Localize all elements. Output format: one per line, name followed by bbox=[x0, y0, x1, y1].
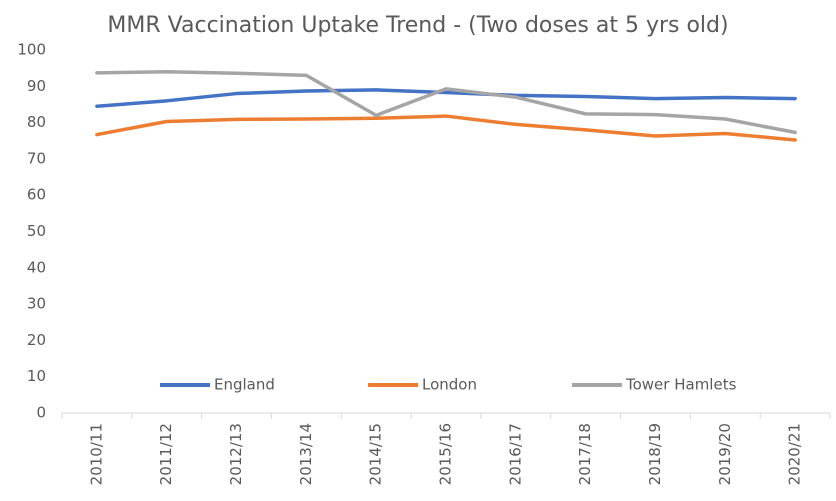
chart-title: MMR Vaccination Uptake Trend - (Two dose… bbox=[107, 13, 728, 38]
line-series bbox=[95, 114, 797, 142]
x-tick-label: 2010/11 bbox=[87, 423, 105, 485]
y-tick-label: 90 bbox=[27, 77, 46, 95]
x-tick-label: 2014/15 bbox=[367, 423, 385, 485]
legend-label: England bbox=[214, 376, 275, 394]
y-tick-label: 20 bbox=[27, 331, 46, 349]
y-tick-label: 100 bbox=[17, 41, 46, 59]
x-tick-label: 2017/18 bbox=[576, 423, 594, 485]
x-tick-label: 2016/17 bbox=[506, 423, 524, 485]
y-tick-label: 10 bbox=[27, 367, 46, 385]
y-tick-label: 50 bbox=[27, 222, 46, 240]
y-tick-label: 30 bbox=[27, 295, 46, 313]
x-tick-label: 2013/14 bbox=[297, 423, 315, 485]
x-tick-label: 2018/19 bbox=[646, 423, 664, 485]
x-tick-label: 2011/12 bbox=[157, 423, 175, 485]
y-tick-label: 80 bbox=[27, 113, 46, 131]
x-tick-label: 2015/16 bbox=[437, 423, 455, 485]
x-tick-label: 2019/20 bbox=[716, 423, 734, 485]
y-tick-label: 60 bbox=[27, 186, 46, 204]
x-tick-label: 2020/21 bbox=[786, 423, 804, 485]
y-tick-label: 70 bbox=[27, 149, 46, 167]
line-series bbox=[95, 88, 797, 109]
line-series bbox=[95, 70, 797, 135]
y-tick-label: 40 bbox=[27, 258, 46, 276]
legend-label: London bbox=[422, 376, 477, 394]
y-tick-label: 0 bbox=[36, 404, 46, 422]
legend-label: Tower Hamlets bbox=[625, 376, 737, 394]
x-tick-label: 2012/13 bbox=[227, 423, 245, 485]
